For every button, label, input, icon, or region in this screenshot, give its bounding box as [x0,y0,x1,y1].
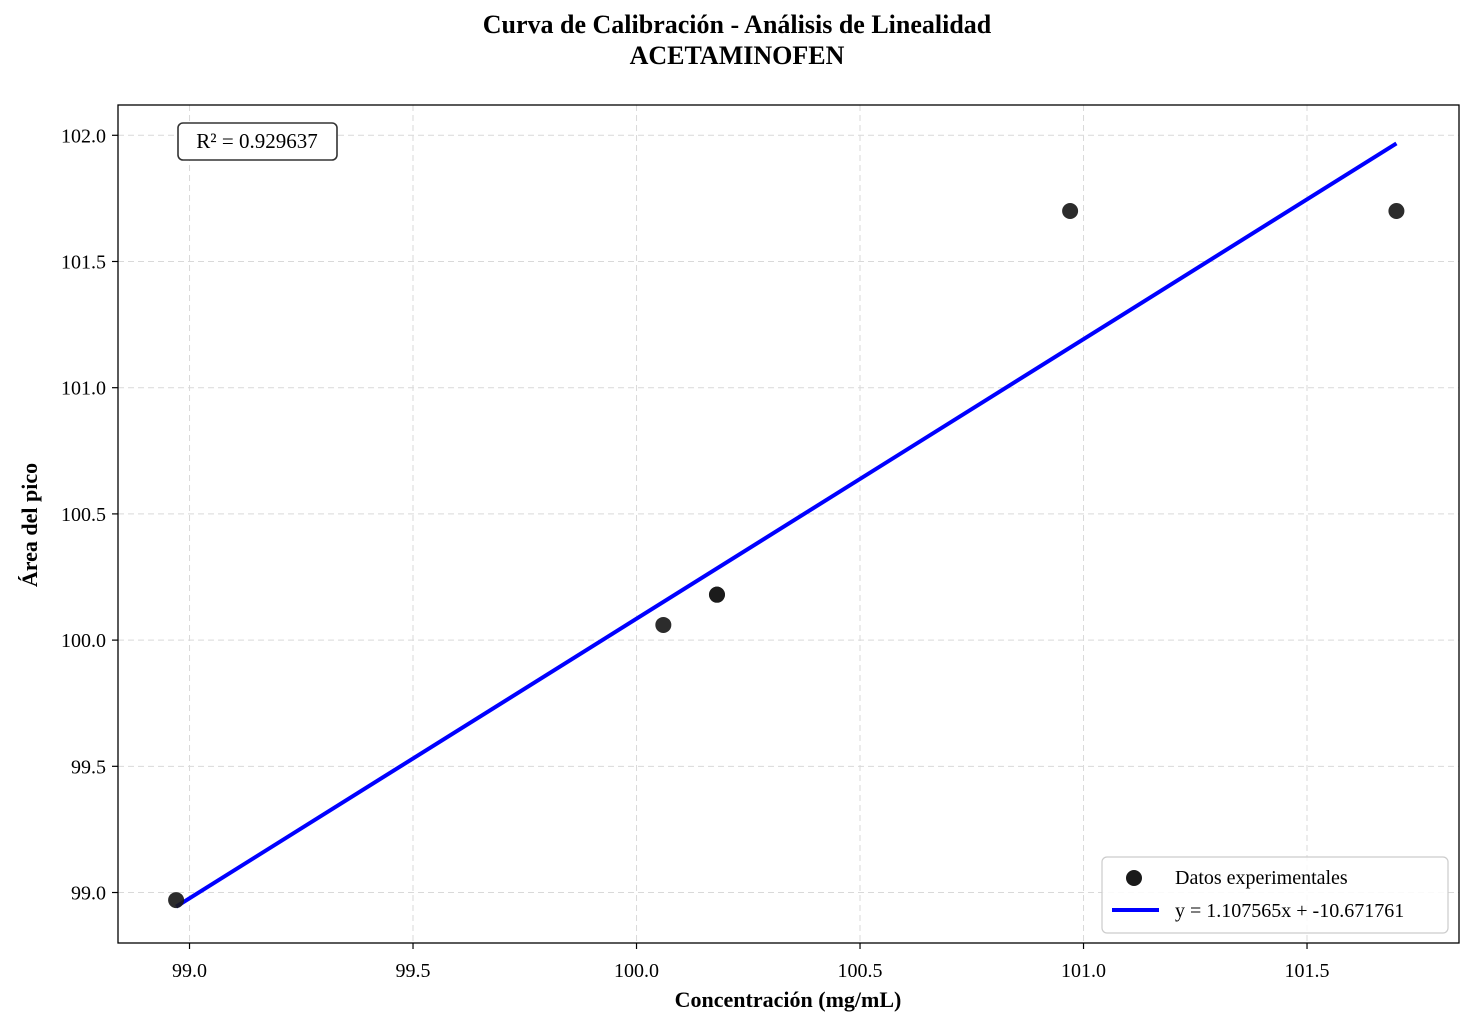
y-tick-label: 99.5 [71,756,106,778]
y-tick-label: 101.5 [61,251,106,273]
y-tick-label: 100.0 [61,630,106,652]
x-tick-label: 99.5 [396,960,431,982]
y-axis-label: Área del pico [17,463,42,587]
x-tick-label: 99.0 [172,960,207,982]
legend-label-data: Datos experimentales [1175,867,1348,889]
plot-frame [117,104,1460,944]
x-tick-label: 100.0 [614,960,659,982]
data-point [1062,203,1079,220]
x-tick-label: 100.5 [838,960,883,982]
data-point [655,616,672,633]
x-axis-label: Concentración (mg/mL) [675,987,902,1012]
data-point [1388,203,1405,220]
r-squared-annotation: R² = 0.929637 [177,122,338,161]
y-tick-label: 101.0 [61,378,106,400]
y-tick-label: 102.0 [61,125,106,147]
legend-box [1101,856,1449,934]
x-tick-label: 101.5 [1285,960,1330,982]
legend-scatter-marker [1126,870,1142,886]
y-tick-label: 99.0 [71,883,106,905]
y-tick-label: 100.5 [61,504,106,526]
x-tick-label: 101.0 [1061,960,1106,982]
legend-label-fit: y = 1.107565x + -10.671761 [1175,900,1404,922]
fit-line [175,141,1398,909]
grid [118,105,1459,943]
data-point [708,586,725,603]
fit-line-layer [175,141,1398,909]
data-point [168,892,185,909]
r-squared-text: R² = 0.929637 [196,129,317,153]
annotation-box [177,122,338,161]
chart-subtitle: ACETAMINOFEN [629,41,845,70]
legend: Datos experimentales y = 1.107565x + -10… [1101,856,1449,934]
points-layer [168,203,1405,909]
chart-title: Curva de Calibración - Análisis de Linea… [482,10,992,39]
axis-ticks: 99.0 99.5 100.0 100.5 101.0 101.5 99.0 99.5 100.… [61,125,1330,982]
